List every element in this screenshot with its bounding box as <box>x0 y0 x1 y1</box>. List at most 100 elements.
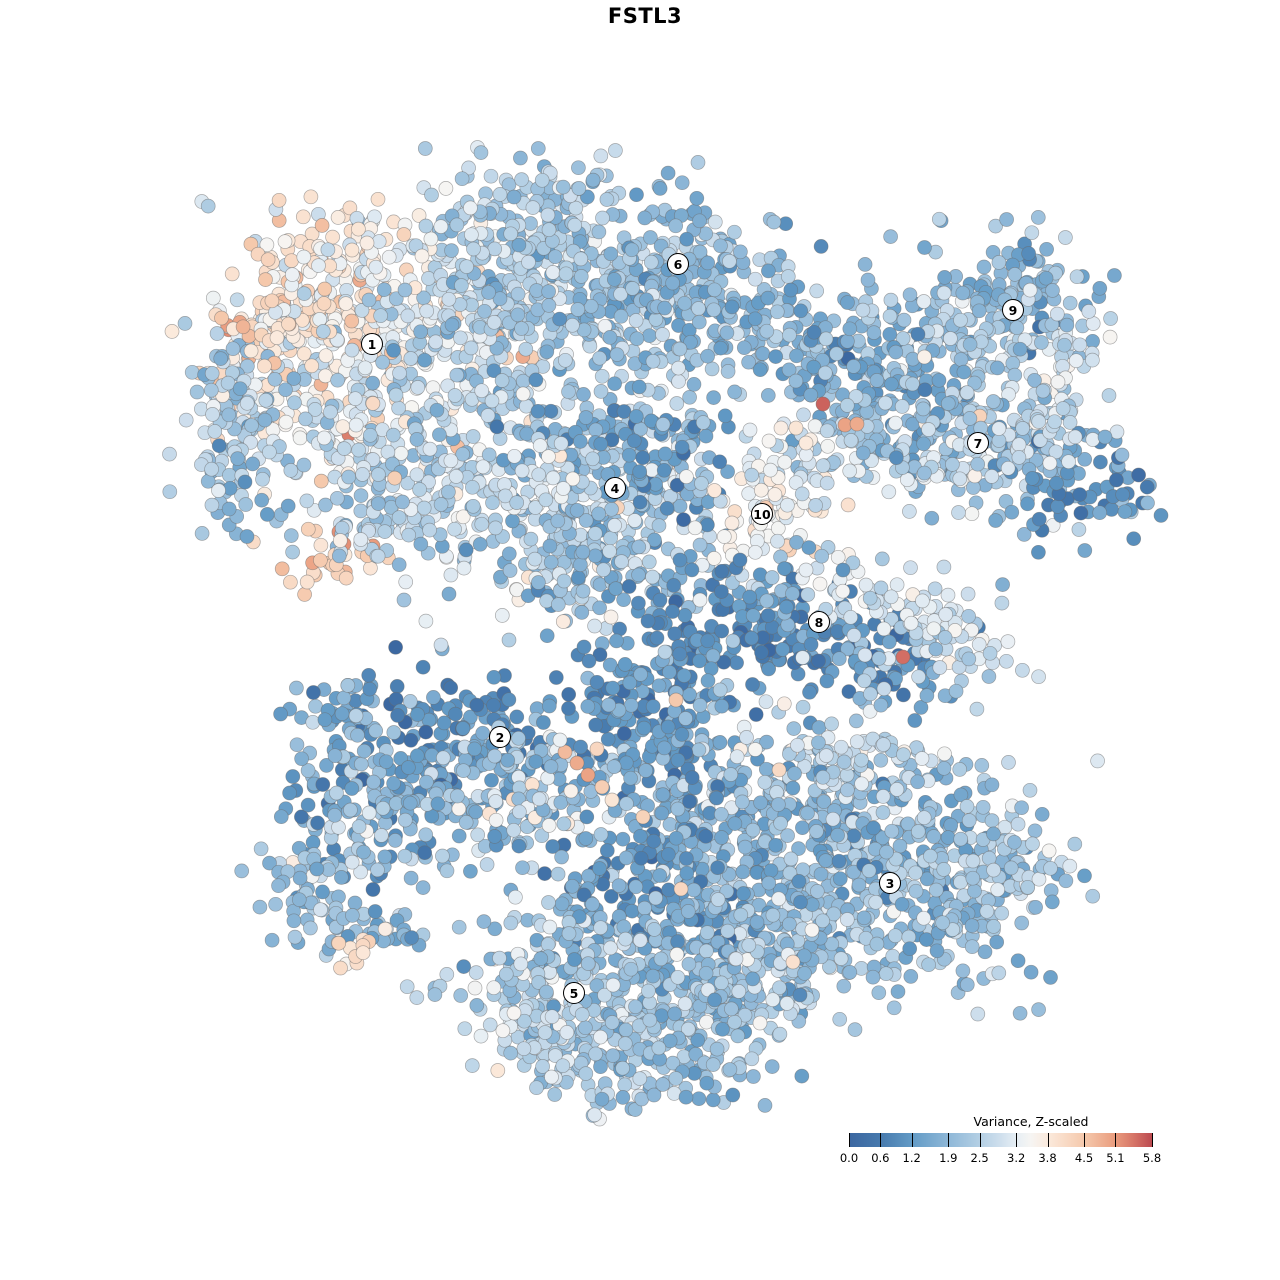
data-point <box>484 393 500 409</box>
data-point <box>919 688 935 703</box>
data-point <box>423 231 439 247</box>
data-point <box>378 754 394 770</box>
data-point <box>553 795 569 810</box>
data-point <box>341 469 357 485</box>
data-point <box>710 860 725 876</box>
data-point <box>927 581 943 597</box>
data-point <box>238 497 254 512</box>
data-point <box>923 848 938 864</box>
data-point <box>475 725 491 741</box>
data-point <box>209 326 225 341</box>
data-point <box>936 862 952 877</box>
data-point <box>235 319 251 335</box>
data-point <box>962 411 978 426</box>
data-point <box>783 282 799 298</box>
data-point <box>1077 868 1092 884</box>
data-point <box>286 371 302 386</box>
data-point <box>796 407 811 423</box>
data-point <box>513 150 528 166</box>
data-point <box>916 910 932 926</box>
data-point <box>531 575 546 590</box>
data-point <box>323 404 338 420</box>
data-point <box>565 317 580 333</box>
data-point <box>862 590 878 606</box>
data-point <box>353 503 369 519</box>
data-point <box>318 348 334 364</box>
data-point <box>842 321 858 337</box>
data-point <box>1031 511 1047 527</box>
data-point <box>967 883 982 899</box>
data-point <box>221 407 237 423</box>
data-point <box>313 552 328 568</box>
data-point <box>448 469 464 484</box>
data-point <box>771 762 787 778</box>
data-point <box>1011 450 1027 465</box>
data-point <box>608 581 624 596</box>
data-point <box>667 626 683 642</box>
data-point <box>940 830 956 845</box>
data-point <box>733 244 748 260</box>
data-point <box>999 653 1014 669</box>
data-point <box>432 427 447 443</box>
data-point <box>787 766 802 781</box>
data-point <box>607 518 622 533</box>
data-point <box>1109 472 1124 488</box>
data-point <box>1000 460 1016 476</box>
data-point <box>953 831 969 847</box>
data-point <box>902 504 917 519</box>
data-point <box>466 241 481 257</box>
data-point <box>629 187 644 203</box>
data-point <box>518 341 534 357</box>
data-point <box>232 381 248 397</box>
data-point <box>447 388 463 403</box>
data-point <box>1049 475 1064 491</box>
data-point <box>575 544 591 560</box>
data-point <box>953 874 968 890</box>
data-point <box>1050 499 1065 514</box>
data-point <box>961 608 976 624</box>
data-point <box>422 522 437 538</box>
data-point <box>433 497 449 512</box>
data-point <box>501 692 517 708</box>
data-point <box>230 451 245 466</box>
data-point <box>381 249 397 265</box>
data-point <box>736 340 752 356</box>
data-point <box>614 554 629 569</box>
data-point <box>453 330 468 346</box>
data-point <box>631 539 647 555</box>
data-point <box>593 436 609 452</box>
data-point <box>843 433 859 448</box>
data-point <box>314 218 330 233</box>
data-point <box>538 492 554 508</box>
data-point <box>817 365 833 381</box>
data-point <box>857 647 873 663</box>
data-point <box>754 645 769 660</box>
data-point <box>830 549 846 565</box>
data-point <box>454 171 470 187</box>
data-point <box>866 820 881 836</box>
data-point <box>463 340 479 356</box>
data-point <box>397 848 413 864</box>
data-point <box>330 210 346 225</box>
data-point <box>928 882 944 898</box>
data-point <box>578 410 594 425</box>
data-point <box>748 707 764 722</box>
data-point <box>587 618 602 634</box>
data-point <box>631 567 646 583</box>
data-point <box>313 537 329 553</box>
data-point <box>386 725 402 740</box>
data-point <box>550 513 566 529</box>
data-point <box>417 845 433 861</box>
data-point <box>285 769 301 784</box>
data-point <box>441 291 457 307</box>
data-point <box>486 314 502 330</box>
data-point <box>515 386 531 402</box>
data-point <box>525 200 541 215</box>
data-point <box>887 928 903 944</box>
data-point <box>786 721 802 736</box>
data-point <box>204 497 220 513</box>
data-point <box>917 349 932 365</box>
data-point <box>1042 455 1058 471</box>
data-point <box>511 838 527 854</box>
data-point <box>705 648 721 664</box>
